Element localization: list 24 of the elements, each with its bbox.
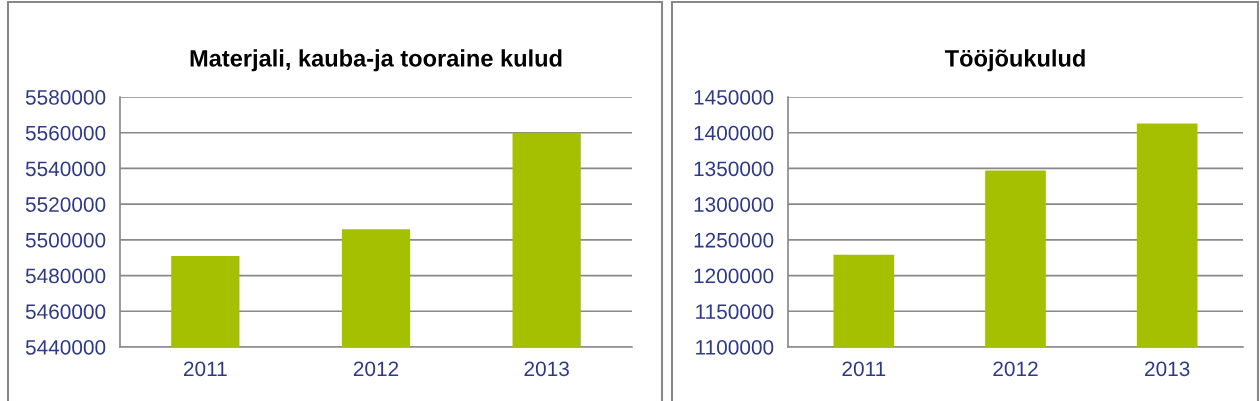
y-tick-label: 5440000 (25, 340, 106, 355)
y-tick-label: 1100000 (696, 340, 774, 355)
x-tick-label: 2011 (183, 361, 227, 377)
x-tick-label: 2013 (1145, 361, 1190, 377)
y-tick-label: 5500000 (25, 232, 106, 248)
x-tick-label: 2011 (842, 361, 886, 377)
y-tick-label: 5460000 (25, 304, 106, 320)
y-tick-label: 5480000 (25, 268, 106, 284)
y-tick-label: 1200000 (694, 268, 774, 284)
y-tick-label: 1250000 (694, 232, 774, 248)
x-tick-label: 2013 (524, 361, 569, 377)
y-tick-label: 5580000 (25, 90, 106, 105)
chart-title: Materjali, kauba-ja tooraine kulud (190, 49, 562, 72)
y-tick-label: 1150000 (696, 304, 774, 320)
x-tick-label: 2012 (993, 361, 1038, 377)
y-tick-label: 1300000 (694, 197, 774, 212)
y-tick-label: 5520000 (25, 197, 106, 212)
y-tick-label: 1450000 (694, 90, 774, 105)
chart-title: Tööjõukulud (944, 49, 1085, 72)
y-tick-label: 5540000 (25, 161, 106, 177)
y-tick-label: 1400000 (694, 125, 774, 141)
y-tick-label: 1350000 (694, 161, 774, 177)
x-tick-label: 2012 (353, 361, 399, 377)
y-tick-label: 5560000 (25, 125, 106, 141)
